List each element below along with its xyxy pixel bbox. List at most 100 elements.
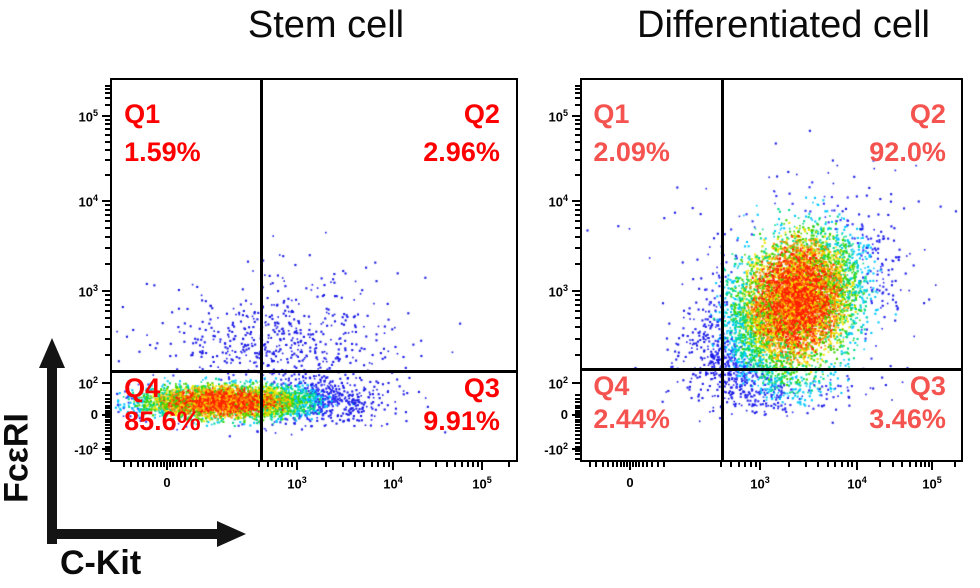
y-axis-minor-tick <box>575 421 580 423</box>
quadrant-q2-name: Q2 <box>909 98 946 129</box>
y-axis-minor-tick <box>575 97 580 99</box>
y-axis-minor-tick <box>105 453 110 455</box>
quadrant-q4-label: Q4 85.6% <box>124 375 201 435</box>
x-axis-minor-tick <box>827 462 829 467</box>
y-axis-arrow-shaft <box>47 366 57 544</box>
y-axis-minor-tick <box>105 227 110 229</box>
y-axis-title: FcεRI <box>0 413 36 503</box>
x-axis-minor-tick <box>446 462 448 467</box>
y-axis-tick-label: 103 <box>78 283 98 300</box>
y-axis-minor-tick <box>105 394 110 396</box>
y-axis-tick-label: 105 <box>548 108 568 125</box>
y-axis-minor-tick <box>105 430 110 432</box>
y-axis-minor-tick <box>575 405 580 407</box>
x-axis-tick-label: 103 <box>287 475 307 492</box>
quadrant-q3-label: Q3 3.46% <box>869 373 946 433</box>
y-axis-minor-tick <box>105 416 110 418</box>
x-axis-minor-tick <box>720 462 722 467</box>
y-axis-minor-tick <box>575 123 580 125</box>
y-axis-minor-tick <box>105 159 110 161</box>
y-axis-minor-tick <box>575 174 580 176</box>
y-axis-minor-tick <box>105 209 110 211</box>
y-axis-minor-tick <box>575 410 580 412</box>
y-axis-minor-tick <box>105 134 110 136</box>
y-axis-minor-tick <box>575 88 580 90</box>
x-axis-minor-tick <box>879 462 881 467</box>
x-axis-major-tick <box>856 462 858 470</box>
y-axis-tick-label: 104 <box>78 193 98 210</box>
y-axis-minor-tick <box>575 294 580 296</box>
y-axis-minor-tick <box>575 220 580 222</box>
x-axis-minor-tick <box>651 462 653 467</box>
quadrant-q1-name: Q1 <box>124 98 161 129</box>
quadrant-q2-name: Q2 <box>463 98 500 129</box>
x-axis-tick-label: 105 <box>922 475 942 492</box>
y-axis-minor-tick <box>105 299 110 301</box>
y-axis-minor-tick <box>575 149 580 151</box>
y-axis-minor-tick <box>105 338 110 340</box>
y-axis-major-tick <box>102 290 110 292</box>
y-axis-minor-tick <box>105 407 110 409</box>
quadrant-gate-vertical-line <box>721 80 724 460</box>
y-axis-major-tick <box>572 290 580 292</box>
x-axis-minor-tick <box>258 462 260 467</box>
y-axis-minor-tick <box>105 310 110 312</box>
y-axis-minor-tick <box>105 85 110 87</box>
x-axis-minor-tick <box>195 462 197 467</box>
x-axis-minor-tick <box>152 462 154 467</box>
y-axis-minor-tick <box>575 317 580 319</box>
y-axis-minor-tick <box>575 424 580 426</box>
x-axis-arrow-shaft <box>47 529 219 539</box>
quadrant-q4-value: 85.6% <box>124 406 201 437</box>
quadrant-q3-label: Q3 9.91% <box>423 375 500 435</box>
y-axis-minor-tick <box>105 220 110 222</box>
y-axis-major-tick <box>572 115 580 117</box>
y-axis-minor-tick <box>575 427 580 429</box>
y-axis-minor-tick <box>105 427 110 429</box>
quadrant-q4-label: Q4 2.44% <box>593 373 670 433</box>
y-axis-minor-tick <box>105 294 110 296</box>
x-axis-minor-tick <box>123 462 125 467</box>
y-axis-minor-tick <box>575 446 580 448</box>
x-axis-minor-tick <box>607 462 609 467</box>
y-axis-minor-tick <box>575 214 580 216</box>
x-axis-minor-tick <box>744 462 746 467</box>
x-axis-minor-tick <box>287 462 289 467</box>
x-axis-minor-tick <box>623 462 625 467</box>
panel-title-stem-cell: Stem cell <box>247 4 405 46</box>
y-axis-minor-tick <box>105 123 110 125</box>
x-axis-minor-tick <box>901 462 903 467</box>
y-axis-minor-tick <box>105 434 110 436</box>
quadrant-q1-value: 2.09% <box>593 136 670 167</box>
x-axis-minor-tick <box>924 462 926 467</box>
y-axis-minor-tick <box>575 434 580 436</box>
y-axis-minor-tick <box>575 416 580 418</box>
x-axis-minor-tick <box>275 462 277 467</box>
x-axis-minor-tick <box>172 462 174 467</box>
x-axis-minor-tick <box>620 462 622 467</box>
x-axis-minor-tick <box>663 462 665 467</box>
x-axis-major-tick <box>392 462 394 470</box>
x-axis-minor-tick <box>788 462 790 467</box>
y-axis-minor-tick <box>575 119 580 121</box>
quadrant-q1-value: 1.59% <box>124 136 201 167</box>
x-axis-minor-tick <box>954 462 956 467</box>
y-axis-minor-tick <box>105 419 110 421</box>
y-axis-minor-tick <box>105 450 110 452</box>
y-axis-major-tick <box>572 414 580 416</box>
x-axis-minor-tick <box>915 462 917 467</box>
y-axis-minor-tick <box>575 419 580 421</box>
x-axis-minor-tick <box>632 462 634 467</box>
x-axis-minor-tick <box>508 462 510 467</box>
x-axis-minor-tick <box>342 462 344 467</box>
x-axis-tick-label: 0 <box>163 475 171 490</box>
y-axis-minor-tick <box>105 88 110 90</box>
quadrant-gate-horizontal-line <box>112 370 516 373</box>
y-axis-minor-tick <box>575 104 580 106</box>
y-axis-minor-tick <box>105 149 110 151</box>
y-axis-minor-tick <box>105 398 110 400</box>
quadrant-q3-value: 9.91% <box>423 406 500 437</box>
x-axis-minor-tick <box>388 462 390 467</box>
x-axis-minor-tick <box>892 462 894 467</box>
